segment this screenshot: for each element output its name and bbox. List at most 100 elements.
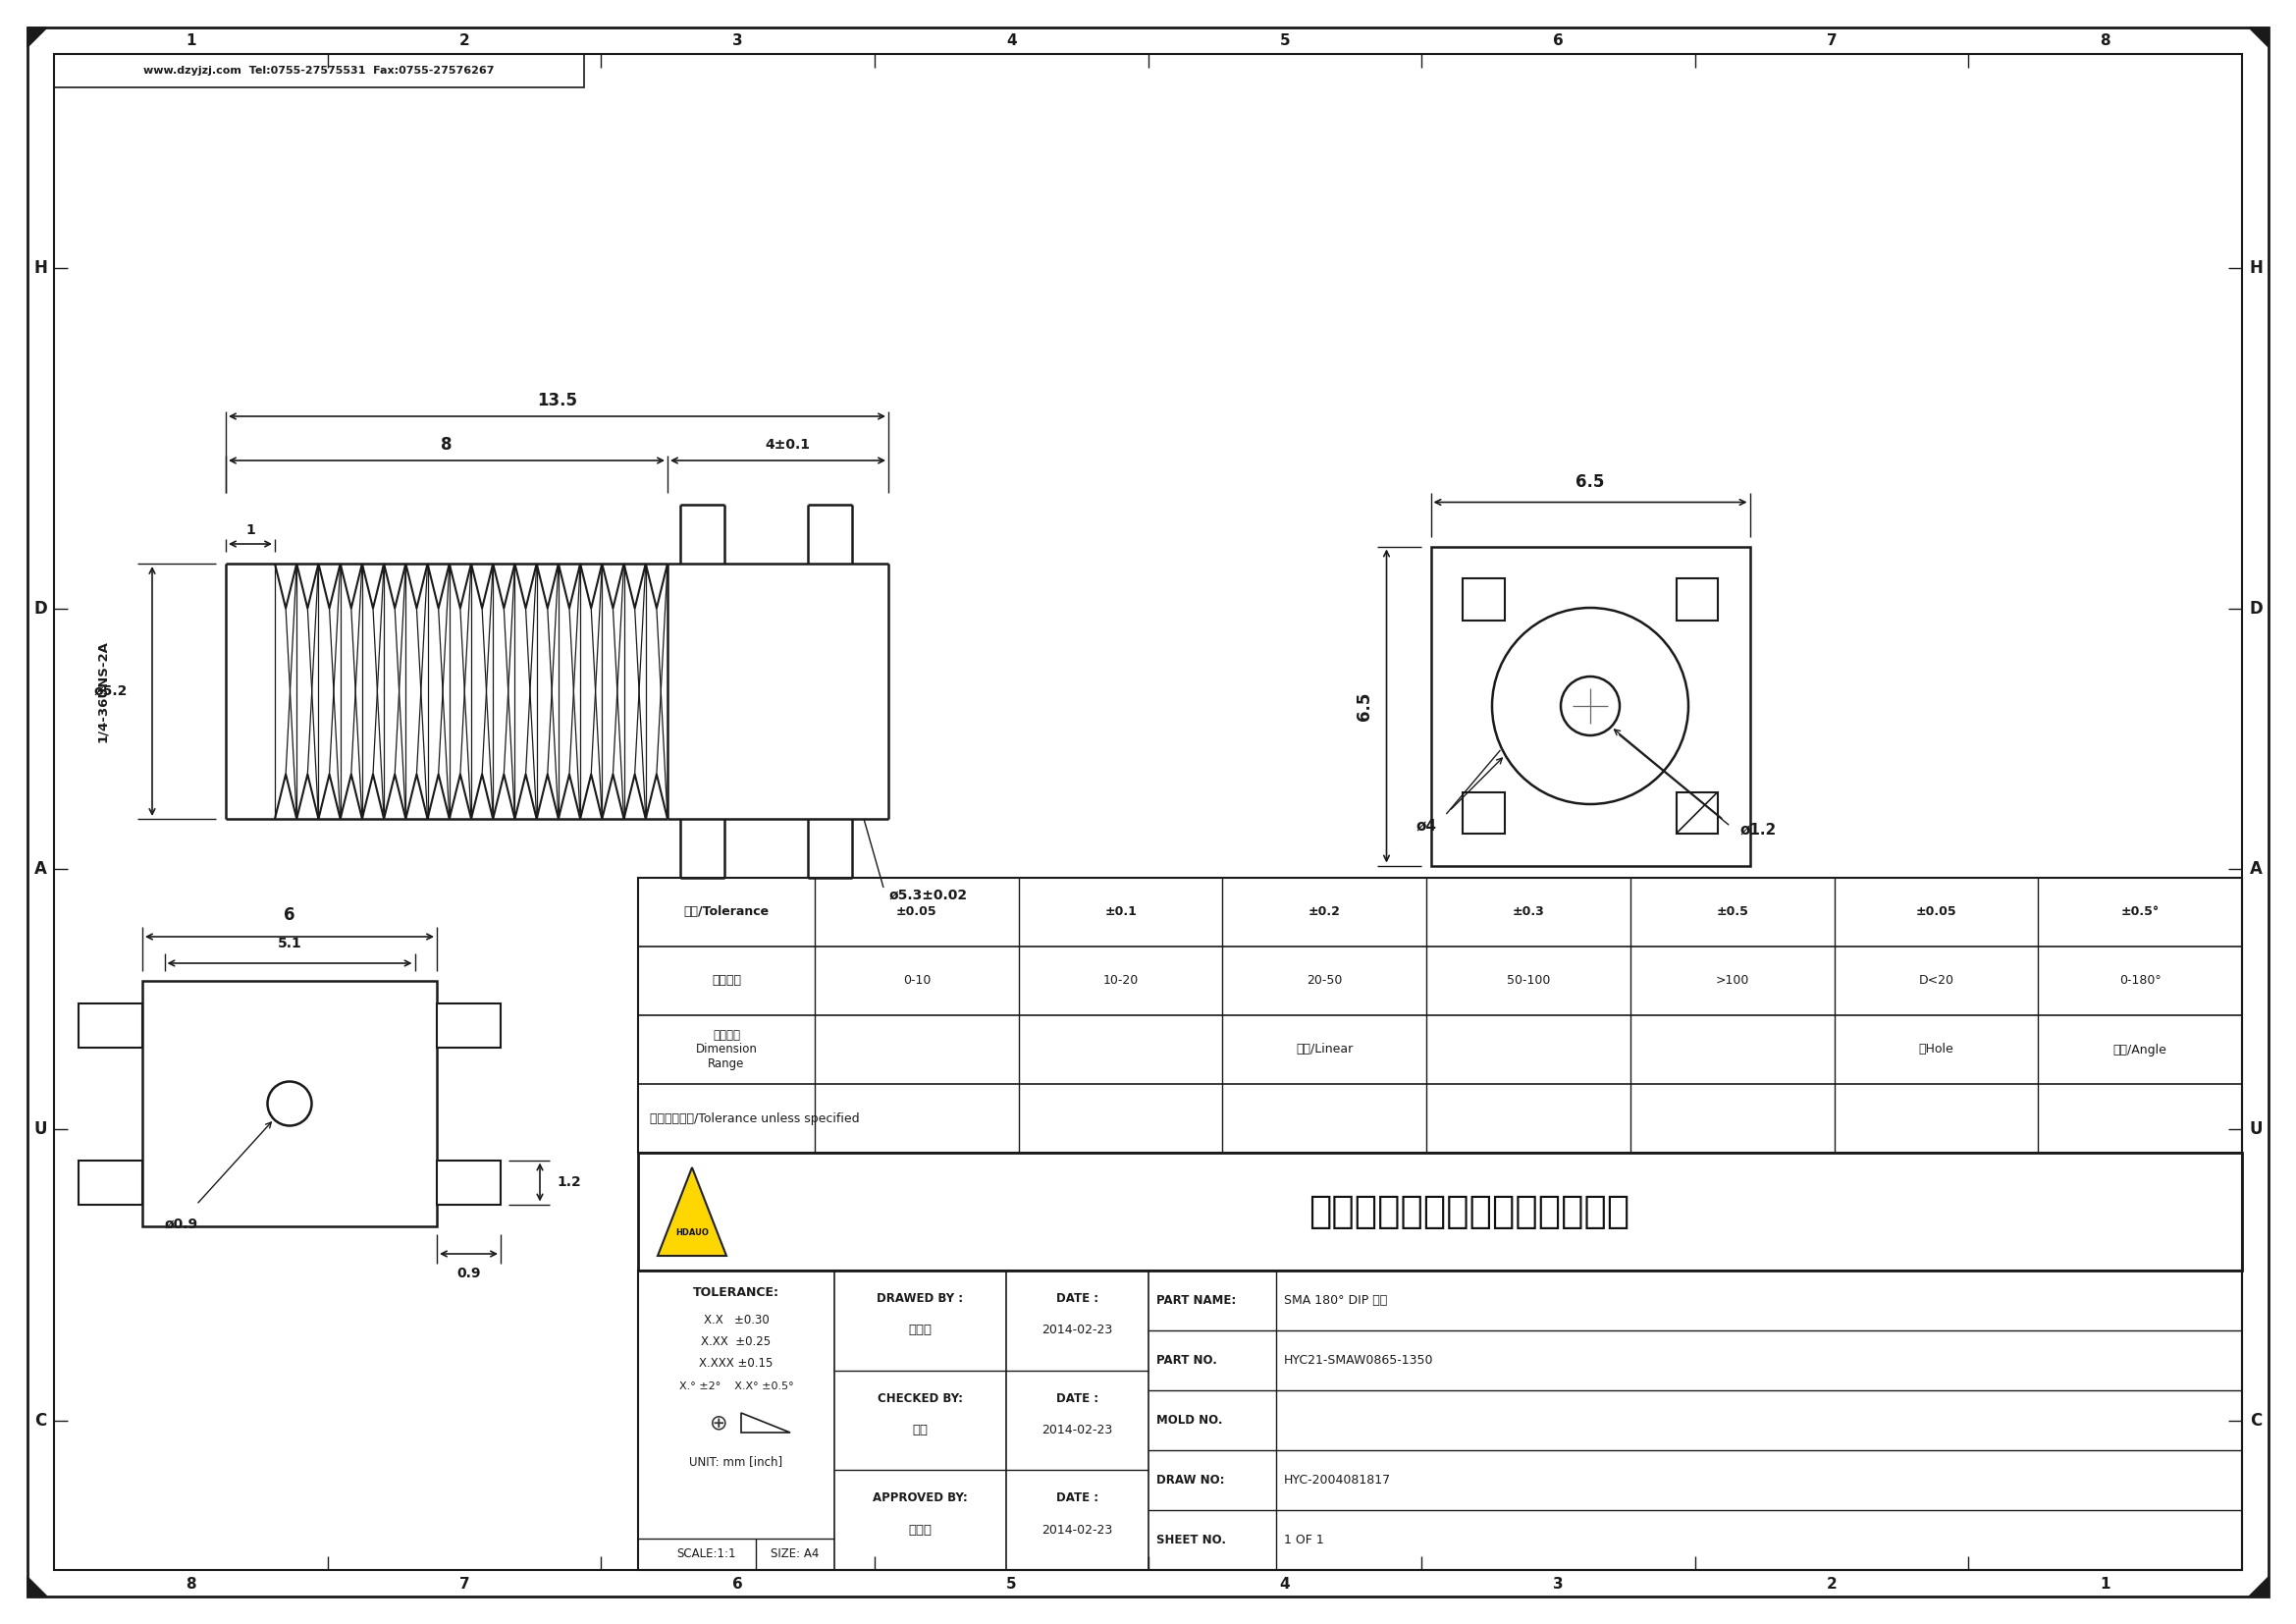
Text: ±0.3: ±0.3 <box>1513 906 1545 919</box>
Bar <box>638 879 2241 1153</box>
Text: X.° ±2°    X.X° ±0.5°: X.° ±2° X.X° ±0.5° <box>680 1382 794 1392</box>
Text: 7: 7 <box>459 1577 468 1592</box>
Text: 10-20: 10-20 <box>1102 974 1139 987</box>
Text: DATE :: DATE : <box>1056 1293 1097 1304</box>
Text: PART NAME:: PART NAME: <box>1157 1294 1235 1307</box>
Text: DATE :: DATE : <box>1056 1492 1097 1504</box>
Text: APPROVED BY:: APPROVED BY: <box>872 1492 967 1504</box>
Text: 深圳市华宇创精密电子有限公司: 深圳市华宇创精密电子有限公司 <box>1309 1194 1630 1231</box>
Text: C: C <box>2250 1413 2262 1429</box>
Text: DRAW NO:: DRAW NO: <box>1157 1473 1224 1486</box>
Text: 2: 2 <box>459 32 468 47</box>
Text: 7: 7 <box>1828 32 1837 47</box>
Text: 6: 6 <box>285 906 296 924</box>
Text: ø5.3±0.02: ø5.3±0.02 <box>889 888 967 903</box>
Text: ø5.2: ø5.2 <box>94 684 129 698</box>
Text: ±0.5°: ±0.5° <box>2122 906 2158 919</box>
Text: 50-100: 50-100 <box>1506 974 1550 987</box>
Text: CHECKED BY:: CHECKED BY: <box>877 1392 962 1405</box>
Text: SIZE: A4: SIZE: A4 <box>771 1548 820 1561</box>
Text: 0-10: 0-10 <box>902 974 930 987</box>
Text: 尺寸范围
Dimension
Range: 尺寸范围 Dimension Range <box>696 1028 758 1070</box>
Text: 2014-02-23: 2014-02-23 <box>1042 1523 1114 1536</box>
Text: X.X   ±0.30: X.X ±0.30 <box>703 1314 769 1327</box>
Text: 20-50: 20-50 <box>1306 974 1343 987</box>
Text: A: A <box>34 861 46 877</box>
Bar <box>1430 546 1750 866</box>
Bar <box>1676 578 1717 620</box>
Text: 4±0.1: 4±0.1 <box>765 438 810 451</box>
Text: H: H <box>2250 260 2262 276</box>
Text: 4: 4 <box>1006 32 1017 47</box>
Text: 5.1: 5.1 <box>278 937 301 950</box>
Text: A: A <box>2250 861 2262 877</box>
Polygon shape <box>28 1577 48 1596</box>
Text: D<20: D<20 <box>1919 974 1954 987</box>
Polygon shape <box>657 1168 726 1255</box>
Text: 8: 8 <box>2101 32 2110 47</box>
Text: PART NO.: PART NO. <box>1157 1354 1217 1367</box>
Text: 1/4-36UNS-2A: 1/4-36UNS-2A <box>96 640 110 742</box>
Text: 2: 2 <box>1828 1577 1837 1592</box>
Text: D: D <box>34 601 46 617</box>
Text: 孔Hole: 孔Hole <box>1919 1043 1954 1056</box>
Text: ±0.2: ±0.2 <box>1309 906 1341 919</box>
Text: 陈一鸣: 陈一鸣 <box>909 1324 932 1337</box>
Text: HDAUO: HDAUO <box>675 1229 709 1237</box>
Text: 0-180°: 0-180° <box>2119 974 2161 987</box>
Polygon shape <box>2248 1577 2268 1596</box>
Text: 1: 1 <box>2101 1577 2110 1592</box>
Text: 4: 4 <box>1279 1577 1290 1592</box>
Text: 3: 3 <box>1552 1577 1564 1592</box>
Text: 马跃: 马跃 <box>912 1424 928 1437</box>
Text: 6: 6 <box>1552 32 1564 47</box>
Text: U: U <box>34 1121 46 1137</box>
Text: SCALE:1:1: SCALE:1:1 <box>677 1548 737 1561</box>
Text: ±0.5: ±0.5 <box>1715 906 1750 919</box>
Text: ø4: ø4 <box>1417 818 1437 833</box>
Text: 13.5: 13.5 <box>537 391 576 409</box>
Text: TOLERANCE:: TOLERANCE: <box>693 1286 778 1299</box>
Text: 1: 1 <box>246 523 255 538</box>
Text: MOLD NO.: MOLD NO. <box>1157 1415 1221 1426</box>
Text: DATE :: DATE : <box>1056 1392 1097 1405</box>
Text: SMA 180° DIP 偏脚: SMA 180° DIP 偏脚 <box>1283 1294 1387 1307</box>
Bar <box>638 1270 833 1570</box>
Text: D: D <box>2250 601 2262 617</box>
Text: 尺寸范围: 尺寸范围 <box>712 974 742 987</box>
Text: 8: 8 <box>441 435 452 453</box>
Bar <box>638 1153 2241 1270</box>
Text: C: C <box>34 1413 46 1429</box>
Bar <box>436 1160 501 1205</box>
Text: UNIT: mm [inch]: UNIT: mm [inch] <box>689 1455 783 1468</box>
Text: >100: >100 <box>1715 974 1750 987</box>
Text: 公差/Tolerance: 公差/Tolerance <box>684 906 769 919</box>
Text: 0.9: 0.9 <box>457 1267 480 1280</box>
Bar <box>1463 793 1504 833</box>
Text: 1 OF 1: 1 OF 1 <box>1283 1533 1325 1546</box>
Text: U: U <box>2250 1121 2262 1137</box>
Text: www.dzyjzj.com  Tel:0755-27575531  Fax:0755-27576267: www.dzyjzj.com Tel:0755-27575531 Fax:075… <box>145 67 494 76</box>
Text: 未注尺寸公差/Tolerance unless specified: 未注尺寸公差/Tolerance unless specified <box>650 1112 859 1125</box>
Text: 线型/Linear: 线型/Linear <box>1295 1043 1352 1056</box>
Text: ±0.05: ±0.05 <box>1915 906 1956 919</box>
Bar <box>436 1004 501 1047</box>
Text: ø0.9: ø0.9 <box>165 1218 197 1231</box>
Text: 5: 5 <box>1006 1577 1017 1592</box>
Text: DRAWED BY :: DRAWED BY : <box>877 1293 964 1304</box>
Text: 角度/Angle: 角度/Angle <box>2112 1043 2167 1056</box>
Bar <box>638 1270 2241 1570</box>
Bar <box>1463 578 1504 620</box>
Bar <box>1676 793 1717 833</box>
Text: ⊕: ⊕ <box>709 1413 728 1432</box>
Polygon shape <box>2248 28 2268 47</box>
Text: 5: 5 <box>1279 32 1290 47</box>
Bar <box>78 1004 142 1047</box>
Text: ø1.2: ø1.2 <box>1740 822 1777 838</box>
Text: 1: 1 <box>186 32 195 47</box>
Text: 3: 3 <box>732 32 744 47</box>
Text: HYC-2004081817: HYC-2004081817 <box>1283 1473 1391 1486</box>
Polygon shape <box>28 28 48 47</box>
Text: X.XXX ±0.15: X.XXX ±0.15 <box>700 1356 774 1369</box>
Text: H: H <box>34 260 46 276</box>
